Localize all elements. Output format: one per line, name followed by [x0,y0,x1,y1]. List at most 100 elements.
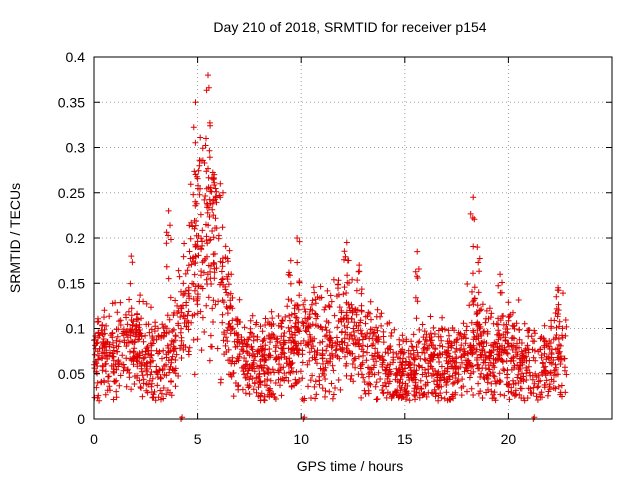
data-point [444,338,451,345]
spike-point [192,253,199,260]
data-point [236,353,243,360]
spike-point [207,122,214,129]
data-point [508,335,515,342]
spike-point [127,280,134,287]
data-point [113,342,120,349]
data-point [159,321,166,328]
data-point [163,361,169,368]
data-point [446,373,453,380]
data-point [332,385,338,391]
data-point [562,317,569,323]
data-point [225,258,231,265]
spike-point [553,293,560,300]
data-point [411,371,418,378]
data-point [92,358,99,365]
data-point [222,243,229,250]
data-point [163,372,170,379]
data-point [274,335,281,342]
spike-point [473,309,480,315]
data-point [269,315,276,322]
data-point [217,379,224,386]
data-point [307,306,314,313]
data-point [281,370,288,377]
data-point [153,368,160,375]
data-point [225,357,232,364]
data-point [488,380,495,387]
data-point [317,365,324,372]
data-point [172,357,179,363]
data-point [382,349,389,356]
data-point [387,343,394,350]
data-point [207,263,214,269]
data-point [405,361,412,368]
data-point [349,361,356,367]
data-point [343,372,350,379]
data-point [317,339,323,346]
data-point [348,372,355,379]
data-point [337,386,344,393]
data-point [175,267,182,274]
data-point [219,297,226,304]
data-point [453,345,460,352]
data-point [389,393,395,400]
spike-point [294,259,301,266]
data-point [362,320,369,327]
data-point [344,324,351,331]
data-point [521,320,528,327]
data-point [258,390,265,397]
data-point [427,355,433,362]
data-point [145,321,152,328]
data-point [334,353,341,360]
spike-peak-point [211,171,218,178]
data-point [329,350,335,357]
data-point [482,354,489,361]
data-point [112,299,119,306]
data-point [338,338,345,345]
data-point [235,357,242,364]
data-point [214,345,221,352]
data-point [198,347,205,354]
data-point [114,309,121,316]
data-point [446,353,453,360]
data-point [201,196,208,203]
data-point [217,180,224,187]
data-point [123,383,130,390]
data-point [115,357,122,364]
data-point [106,352,113,359]
data-point [335,318,342,324]
data-point [477,351,484,358]
data-point [548,349,555,356]
data-point [333,334,340,341]
data-point [329,362,336,369]
data-point [435,392,442,399]
data-point [309,321,316,328]
data-point [311,383,318,390]
data-point [430,324,437,331]
data-point [557,361,564,367]
data-point [232,380,239,386]
x-tick-label: 10 [293,431,309,447]
data-point [144,389,151,396]
data-point [223,334,229,341]
data-point [382,379,388,386]
y-tick-label: 0.2 [66,230,86,246]
data-point [305,383,311,390]
data-point [264,365,271,372]
data-point [194,301,201,308]
data-point [415,339,422,346]
data-point [491,389,498,396]
data-point [317,283,324,290]
data-point [206,147,213,154]
data-point [357,319,364,326]
data-point [119,330,126,337]
data-point [140,376,147,383]
data-point [468,385,475,392]
data-point [518,385,525,392]
data-point [311,348,318,355]
data-point [555,383,562,390]
data-point [227,297,234,304]
data-point [140,338,147,345]
data-point [133,331,140,338]
data-point [415,362,422,369]
data-point [483,340,490,346]
